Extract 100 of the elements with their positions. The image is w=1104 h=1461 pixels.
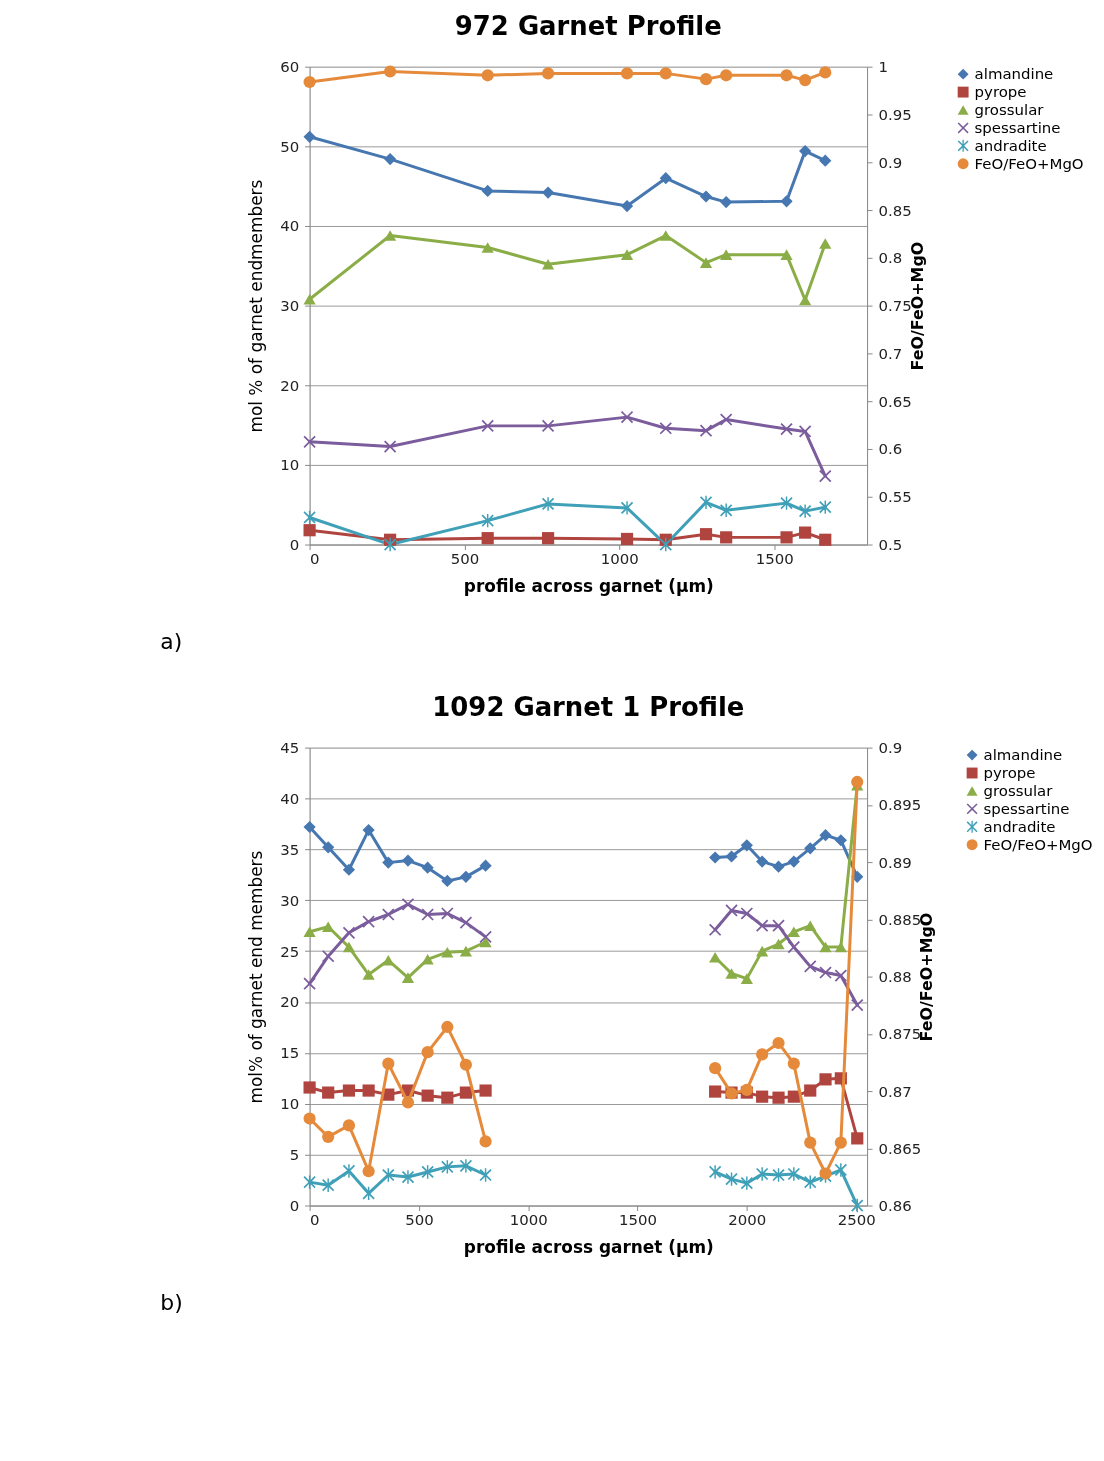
point (834, 1163, 847, 1177)
point (772, 938, 785, 950)
point (756, 919, 769, 932)
point (787, 940, 800, 954)
y-tick-label: 30 (280, 297, 300, 316)
point (756, 1090, 769, 1103)
y2-tick-label: 0.85 (878, 201, 912, 220)
y-tick-label: 25 (280, 942, 300, 961)
y2-tick-label: 0.7 (878, 344, 903, 363)
legend-label: almandine (983, 746, 1063, 765)
y2-tick-label: 0.86 (878, 1197, 912, 1216)
x-tick-label: 1000 (509, 1210, 548, 1229)
text: b) (160, 1290, 183, 1316)
legend-label: pyrope (983, 763, 1036, 782)
x-tick-label: 2500 (837, 1210, 876, 1229)
point (441, 874, 454, 888)
point (851, 998, 864, 1012)
point (725, 904, 738, 917)
legend-label: spessartine (974, 118, 1061, 137)
point (401, 1170, 415, 1184)
chart-title: 1092 Garnet 1 Profile (432, 691, 745, 722)
point (322, 1178, 335, 1192)
point (772, 1091, 785, 1104)
y-tick-label: 10 (280, 456, 300, 475)
y-tick-label: 35 (280, 840, 300, 859)
point (709, 951, 722, 963)
point (479, 859, 492, 872)
point (787, 1057, 800, 1070)
y2-tick-label: 0.88 (878, 968, 912, 987)
point (421, 954, 434, 965)
x-axis-title: profile across garnet (µm) (463, 1236, 714, 1257)
point (322, 841, 335, 854)
chart-title: 972 Garnet Profile (454, 10, 722, 41)
y-tick-label: 30 (280, 891, 300, 910)
point (303, 926, 316, 938)
y2-tick-label: 0.75 (878, 297, 912, 316)
point (740, 1176, 753, 1190)
point (834, 1136, 847, 1149)
legend-label: grossular (974, 100, 1045, 119)
y-tick-label: 45 (280, 739, 300, 758)
point (804, 960, 817, 973)
y-tick-label: 5 (289, 1146, 300, 1165)
point (851, 1132, 864, 1145)
y2-tick-label: 0.9 (878, 739, 903, 758)
point (804, 1175, 817, 1189)
text: a) (160, 629, 183, 655)
point (342, 926, 356, 939)
point (787, 926, 800, 938)
point (787, 1167, 800, 1181)
y-tick-label: 40 (280, 217, 300, 236)
y2-tick-label: 1 (878, 58, 889, 77)
y-tick-label: 15 (280, 1044, 300, 1063)
legend-label: grossular (983, 781, 1054, 800)
point (772, 919, 785, 932)
point (804, 1136, 817, 1149)
point (401, 854, 415, 867)
point (819, 941, 832, 953)
point (382, 856, 395, 869)
point (756, 1048, 769, 1061)
point (322, 950, 335, 963)
point (421, 908, 434, 921)
point (740, 973, 753, 984)
point (772, 1036, 785, 1050)
legend-label: pyrope (974, 83, 1027, 102)
point (401, 972, 415, 983)
y2-tick-label: 0.5 (878, 536, 903, 555)
y-axis-title: mol% of garnet end members (246, 850, 267, 1104)
legend-label: spessartine (983, 799, 1070, 818)
point (709, 1165, 722, 1179)
y2-tick-label: 0.865 (878, 1139, 922, 1158)
point (804, 920, 817, 931)
point (303, 820, 316, 834)
legend-label: andradite (983, 817, 1056, 836)
point (804, 1084, 817, 1097)
point (322, 921, 335, 932)
x-tick-label: 1500 (755, 549, 794, 568)
x-axis-title: profile across garnet (µm) (463, 575, 714, 596)
point (459, 870, 473, 883)
x-tick-label: 500 (405, 1210, 434, 1229)
y2-tick-label: 0.55 (878, 488, 912, 507)
point (725, 968, 738, 979)
y2-tick-label: 0.8 (878, 249, 903, 268)
y2-tick-label: 0.95 (878, 105, 912, 124)
x-tick-label: 1500 (619, 1210, 658, 1229)
point (709, 923, 722, 936)
x-tick-label: 0 (310, 549, 320, 568)
legend-label: FeO/FeO+MgO (974, 154, 1084, 173)
y-tick-label: 60 (280, 58, 300, 77)
point (756, 945, 769, 957)
x-tick-label: 2000 (728, 1210, 767, 1229)
point (851, 775, 864, 789)
y-tick-label: 0 (289, 1197, 300, 1216)
y2-tick-label: 0.65 (878, 392, 912, 411)
y2-tick-label: 0.6 (878, 440, 903, 459)
point (709, 1085, 722, 1098)
point (362, 915, 375, 928)
y-tick-label: 50 (280, 137, 300, 156)
legend-label: almandine (974, 65, 1054, 84)
y2-tick-label: 0.89 (878, 853, 912, 872)
y-tick-label: 10 (280, 1095, 300, 1114)
